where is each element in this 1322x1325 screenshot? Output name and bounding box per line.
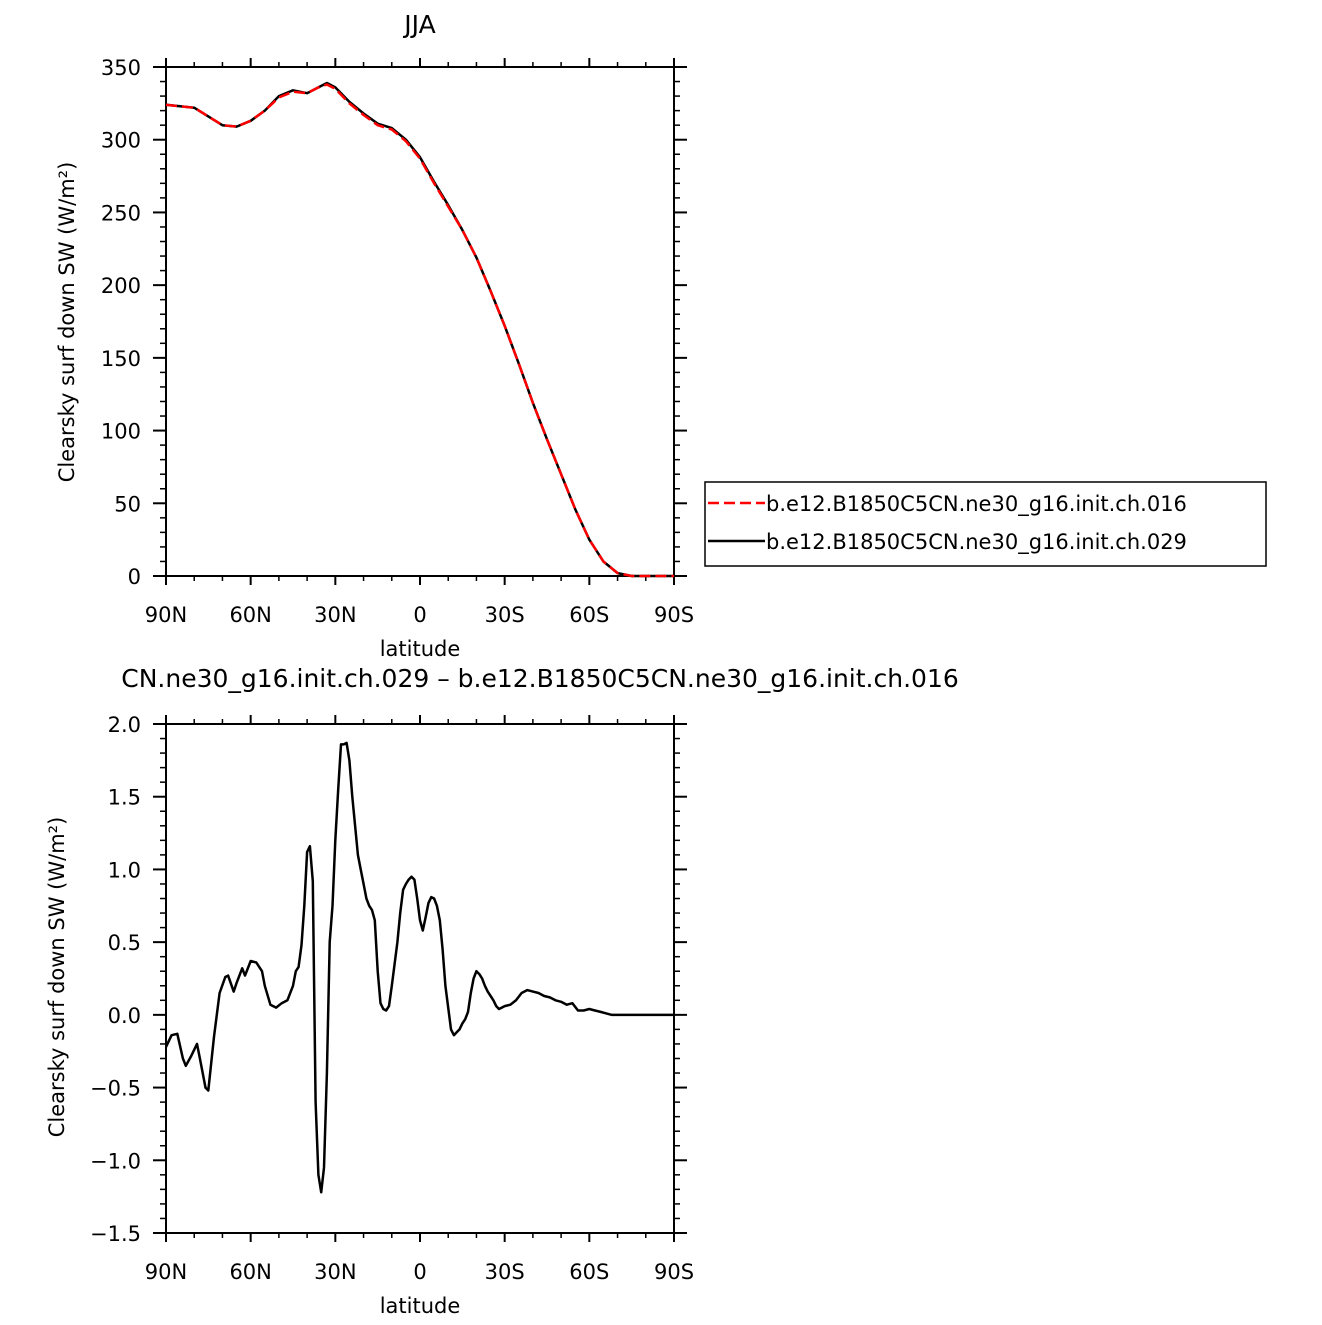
bottom-y-tick-label: −0.5 xyxy=(90,1077,141,1101)
top-y-tick-label: 0 xyxy=(128,565,141,589)
top-x-tick-label: 60S xyxy=(569,603,609,627)
legend-label-series-1: b.e12.B1850C5CN.ne30_g16.init.ch.016 xyxy=(766,492,1187,517)
bottom-x-tick-label: 90N xyxy=(145,1260,187,1284)
bottom-series-line-1 xyxy=(164,741,674,1194)
top-x-axis-label: latitude xyxy=(380,637,461,661)
bottom-x-tick-label: 90S xyxy=(654,1260,694,1284)
bottom-y-tick-label: 1.0 xyxy=(108,858,141,882)
bottom-plot-frame xyxy=(165,723,675,1234)
top-x-tick-label: 30S xyxy=(485,603,525,627)
top-y-tick-label: 200 xyxy=(101,274,141,298)
top-x-tick-label: 0 xyxy=(413,603,426,627)
top-series-line-1 xyxy=(165,83,674,578)
bottom-x-tick-label: 60S xyxy=(569,1260,609,1284)
bottom-y-tick-label: −1.0 xyxy=(90,1149,141,1173)
bottom-plot-area: 90N 60N 30N 0 30S 60S 90S −1.5 −1.0 −0.5 0.0 0.5 1.0… xyxy=(90,713,694,1284)
top-x-tick-label: 30N xyxy=(314,603,356,627)
bottom-y-tick-label: 2.0 xyxy=(108,713,141,737)
top-panel-title: JJA xyxy=(402,10,435,39)
bottom-x-tick-label: 60N xyxy=(229,1260,271,1284)
top-plot-area: 90N 60N 30N 0 30S 60S 90S 0 50 100 150 200 250 300 350 xyxy=(101,56,694,627)
bottom-panel: CN.ne30_g16.init.ch.029 – b.e12.B1850C5C… xyxy=(45,664,959,1318)
bottom-x-tick-label: 30N xyxy=(314,1260,356,1284)
top-panel: JJA 90N 60N 30N 0 30S 60S 90S 0 50 100 150 200 250 30… xyxy=(55,10,694,661)
legend: b.e12.B1850C5CN.ne30_g16.init.ch.016 b.e… xyxy=(704,481,1267,567)
bottom-panel-title: CN.ne30_g16.init.ch.029 – b.e12.B1850C5C… xyxy=(121,664,959,693)
top-y-tick-label: 300 xyxy=(101,129,141,153)
bottom-y-tick-label: 1.5 xyxy=(108,786,141,810)
top-y-tick-label: 100 xyxy=(101,420,141,444)
bottom-y-tick-label: 0.0 xyxy=(108,1004,141,1028)
top-y-tick-label: 250 xyxy=(101,201,141,225)
top-y-tick-label: 350 xyxy=(101,56,141,80)
top-y-tick-label: 150 xyxy=(101,347,141,371)
bottom-y-axis-label: Clearsky surf down SW (W/m²) xyxy=(45,817,69,1138)
top-plot-frame xyxy=(165,66,675,577)
top-x-tick-label: 90S xyxy=(654,603,694,627)
bottom-x-tick-label: 0 xyxy=(413,1260,426,1284)
bottom-x-axis-label: latitude xyxy=(380,1294,461,1318)
legend-box xyxy=(704,481,1267,567)
bottom-y-tick-label: −1.5 xyxy=(90,1222,141,1246)
bottom-y-tick-label: 0.5 xyxy=(108,931,141,955)
top-y-axis-label: Clearsky surf down SW (W/m²) xyxy=(55,162,79,483)
top-x-tick-label: 60N xyxy=(229,603,271,627)
top-x-tick-label: 90N xyxy=(145,603,187,627)
bottom-x-tick-label: 30S xyxy=(485,1260,525,1284)
legend-label-series-2: b.e12.B1850C5CN.ne30_g16.init.ch.029 xyxy=(766,530,1187,555)
top-y-tick-label: 50 xyxy=(114,492,141,516)
